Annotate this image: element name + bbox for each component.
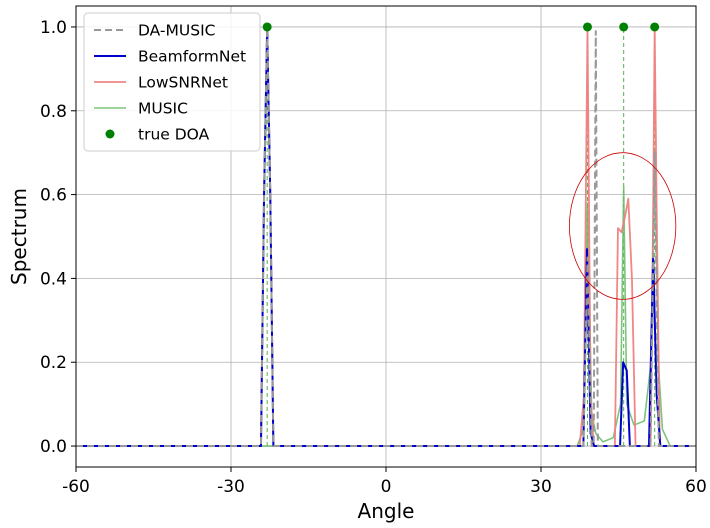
ticks-layer: -60 -30 0 30 60 0.0 0.2 0.4 0.6 0.8 1.0 <box>40 18 707 497</box>
legend-marker-true-doa <box>105 129 115 139</box>
y-tick-label: 0.8 <box>40 102 67 122</box>
true-doa-point <box>262 22 272 32</box>
annotation-layer <box>569 152 677 300</box>
legend-label: LowSNRNet <box>138 74 228 92</box>
x-tick-label: 60 <box>685 477 707 497</box>
y-tick-label: 0.0 <box>40 437 67 457</box>
y-tick-label: 0.2 <box>40 353 67 373</box>
legend-label: true DOA <box>138 126 210 144</box>
legend: DA-MUSIC BeamformNet LowSNRNet MUSIC true DO… <box>83 12 261 152</box>
x-tick-label: 30 <box>530 477 552 497</box>
x-tick-label: -30 <box>217 477 245 497</box>
x-axis-label: Angle <box>358 499 415 523</box>
legend-label: BeamformNet <box>138 48 246 66</box>
grid <box>75 6 697 467</box>
y-tick-label: 1.0 <box>40 18 67 38</box>
highlight-ellipse <box>569 152 677 300</box>
y-tick-label: 0.6 <box>40 186 67 206</box>
series-line-da-music <box>76 25 696 448</box>
x-tick-label: 0 <box>381 477 392 497</box>
y-tick-label: 0.4 <box>40 269 67 289</box>
legend-label: MUSIC <box>138 100 188 118</box>
true-doa-point <box>619 22 629 32</box>
legend-box <box>83 12 261 152</box>
true-doa-point <box>583 22 592 32</box>
true-doa-point <box>650 22 660 32</box>
legend-label: DA-MUSIC <box>138 22 215 40</box>
x-tick-label: -60 <box>62 477 90 497</box>
series-layer <box>75 22 696 448</box>
y-axis-label: Spectrum <box>7 188 31 285</box>
